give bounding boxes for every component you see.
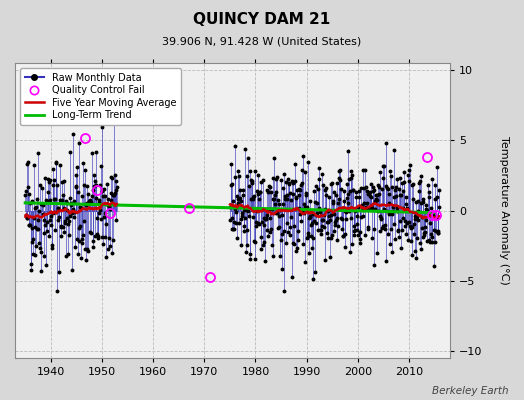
Text: QUINCY DAM 21: QUINCY DAM 21 <box>193 12 331 27</box>
Legend: Raw Monthly Data, Quality Control Fail, Five Year Moving Average, Long-Term Tren: Raw Monthly Data, Quality Control Fail, … <box>20 68 181 125</box>
Y-axis label: Temperature Anomaly (°C): Temperature Anomaly (°C) <box>499 136 509 285</box>
Text: 39.906 N, 91.428 W (United States): 39.906 N, 91.428 W (United States) <box>162 36 362 46</box>
Text: Berkeley Earth: Berkeley Earth <box>432 386 508 396</box>
